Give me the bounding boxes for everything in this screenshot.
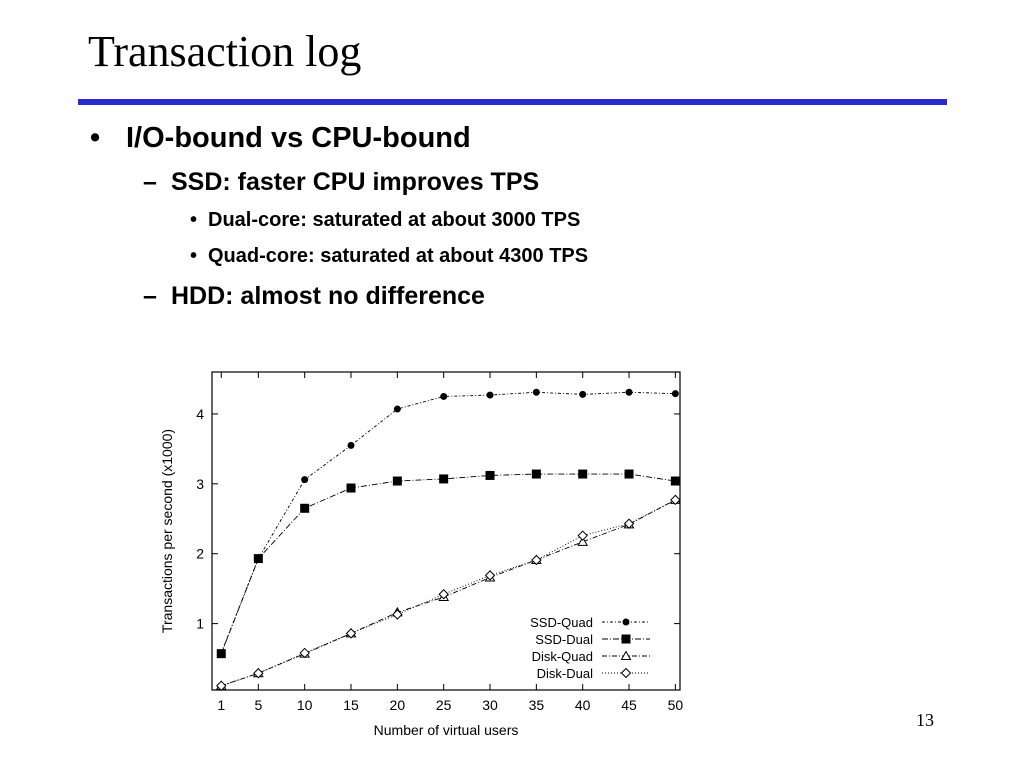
- y-tick-label: 3: [196, 476, 204, 492]
- x-tick-label: 35: [529, 697, 545, 713]
- data-point-disk-dual: [623, 518, 635, 529]
- data-point-ssd-dual: [216, 649, 226, 659]
- data-point-ssd-quad: [393, 405, 401, 413]
- legend-marker: [621, 634, 631, 644]
- x-tick-label: 30: [482, 697, 498, 713]
- data-point-ssd-quad: [347, 441, 355, 449]
- legend-label: SSD-Quad: [530, 615, 593, 630]
- data-point-disk-dual: [216, 680, 227, 692]
- data-point-disk-dual: [345, 628, 357, 639]
- data-point-disk-dual: [531, 554, 542, 566]
- x-tick-label: 25: [436, 697, 452, 713]
- dash-mark: –: [143, 282, 157, 310]
- x-axis-label: Number of virtual users: [374, 722, 519, 738]
- series-line-disk-quad: [221, 499, 676, 687]
- series-line-ssd-quad: [220, 391, 676, 654]
- data-point-disk-dual: [577, 530, 588, 541]
- sub-bullet-text: HDD: almost no difference: [171, 282, 485, 310]
- bullet-mark: •: [190, 209, 198, 231]
- legend-marker: [620, 650, 632, 660]
- bullet-mark: •: [190, 245, 198, 267]
- data-point-ssd-quad: [486, 391, 494, 399]
- x-tick-label: 45: [621, 697, 637, 713]
- legend-marker: [620, 667, 632, 679]
- x-tick-label: 1: [217, 697, 225, 713]
- x-tick-label: 10: [297, 697, 313, 713]
- bullet-mark: •: [90, 122, 101, 154]
- data-point-disk-dual: [253, 668, 264, 679]
- x-tick-label: 15: [343, 697, 359, 713]
- page-number: 13: [916, 710, 934, 730]
- data-point-ssd-dual: [670, 476, 680, 486]
- data-point-disk-dual: [484, 570, 496, 581]
- slide-title: Transaction log: [88, 27, 362, 76]
- data-point-disk-dual: [438, 589, 449, 600]
- data-point-disk-dual: [392, 609, 403, 620]
- legend-label: Disk-Quad: [532, 649, 593, 664]
- dash-mark: –: [143, 168, 157, 196]
- sub-item-text: Dual-core: saturated at about 3000 TPS: [208, 209, 581, 231]
- data-point-ssd-dual: [439, 474, 449, 484]
- data-point-ssd-dual: [300, 503, 310, 513]
- x-tick-label: 50: [668, 697, 684, 713]
- data-point-ssd-quad: [671, 390, 679, 398]
- data-point-ssd-dual: [346, 483, 356, 493]
- series-line-ssd-dual: [220, 473, 676, 654]
- data-point-ssd-dual: [485, 470, 495, 480]
- title-underline: [78, 99, 947, 105]
- data-point-disk-dual: [299, 647, 310, 659]
- bullet-text: I/O-bound vs CPU-bound: [126, 122, 471, 154]
- data-point-ssd-quad: [301, 476, 309, 484]
- data-point-disk-quad: [577, 536, 589, 546]
- data-point-ssd-quad: [625, 388, 633, 396]
- y-axis-label: Transactions per second (x1000): [159, 429, 175, 633]
- x-tick-label: 5: [254, 697, 262, 713]
- legend-label: SSD-Dual: [535, 632, 593, 647]
- x-tick-label: 40: [575, 697, 591, 713]
- plot-frame: [211, 371, 681, 691]
- data-point-ssd-dual: [253, 554, 263, 564]
- data-point-ssd-dual: [578, 469, 588, 479]
- y-tick-label: 2: [196, 546, 204, 562]
- data-point-ssd-dual: [624, 469, 634, 479]
- data-point-ssd-dual: [392, 476, 402, 486]
- x-tick-label: 20: [390, 697, 406, 713]
- data-point-ssd-quad: [440, 392, 448, 400]
- data-point-ssd-quad: [532, 388, 540, 396]
- data-point-ssd-dual: [531, 469, 541, 479]
- sub-bullet-text: SSD: faster CPU improves TPS: [171, 168, 540, 196]
- series-line-disk-dual: [221, 499, 676, 687]
- y-tick-label: 1: [196, 616, 204, 632]
- data-point-disk-dual: [670, 494, 681, 506]
- legend-label: Disk-Dual: [537, 666, 593, 681]
- y-tick-label: 4: [196, 406, 204, 422]
- data-point-ssd-quad: [579, 390, 587, 398]
- sub-item-text: Quad-core: saturated at about 4300 TPS: [208, 245, 589, 267]
- legend-marker: [622, 618, 630, 626]
